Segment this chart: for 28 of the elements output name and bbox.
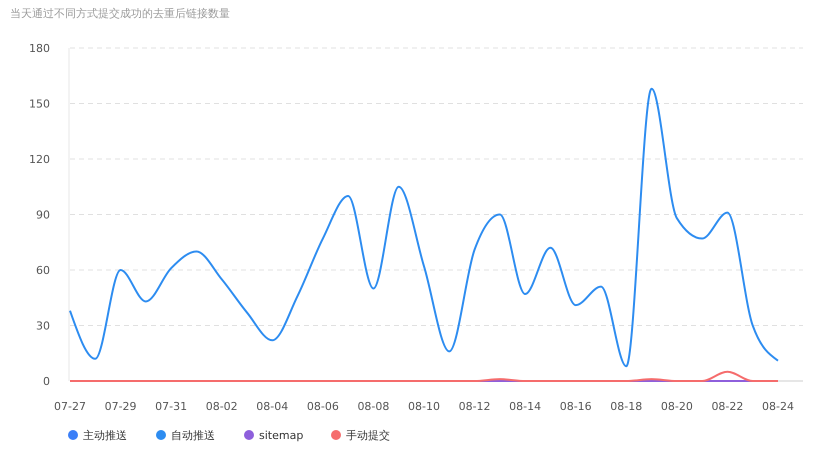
y-tick-label: 180 (29, 42, 50, 55)
x-tick-label: 07-31 (155, 400, 188, 413)
legend-label: 手动提交 (346, 428, 390, 442)
x-tick-label: 08-12 (458, 400, 491, 413)
legend-label: sitemap (259, 428, 304, 442)
y-tick-label: 150 (29, 97, 50, 110)
legend-label: 主动推送 (83, 428, 127, 442)
y-tick-label: 120 (29, 152, 50, 166)
x-tick-label: 08-10 (408, 400, 440, 413)
y-tick-label: 30 (36, 319, 50, 332)
x-tick-label: 08-16 (560, 400, 592, 413)
x-tick-label: 07-27 (54, 400, 86, 413)
x-tick-label: 08-20 (660, 400, 693, 413)
x-tick-label: 08-02 (206, 400, 238, 413)
x-tick-label: 08-04 (256, 400, 288, 413)
line-series (69, 88, 779, 368)
x-tick-label: 08-06 (306, 400, 339, 413)
y-tick-label: 60 (36, 264, 50, 277)
y-tick-label: 90 (36, 208, 50, 222)
x-tick-label: 08-08 (357, 400, 390, 413)
x-tick-label: 08-22 (711, 400, 744, 413)
x-tick-label: 08-14 (509, 400, 542, 413)
y-tick-label: 0 (43, 374, 50, 388)
legend-label: 自动推送 (171, 428, 215, 442)
x-tick-label: 08-24 (762, 400, 794, 413)
x-tick-label: 08-18 (610, 400, 642, 413)
x-tick-label: 07-29 (104, 400, 137, 413)
chart-title: 当天通过不同方式提交成功的去重后链接数量 (10, 7, 230, 20)
